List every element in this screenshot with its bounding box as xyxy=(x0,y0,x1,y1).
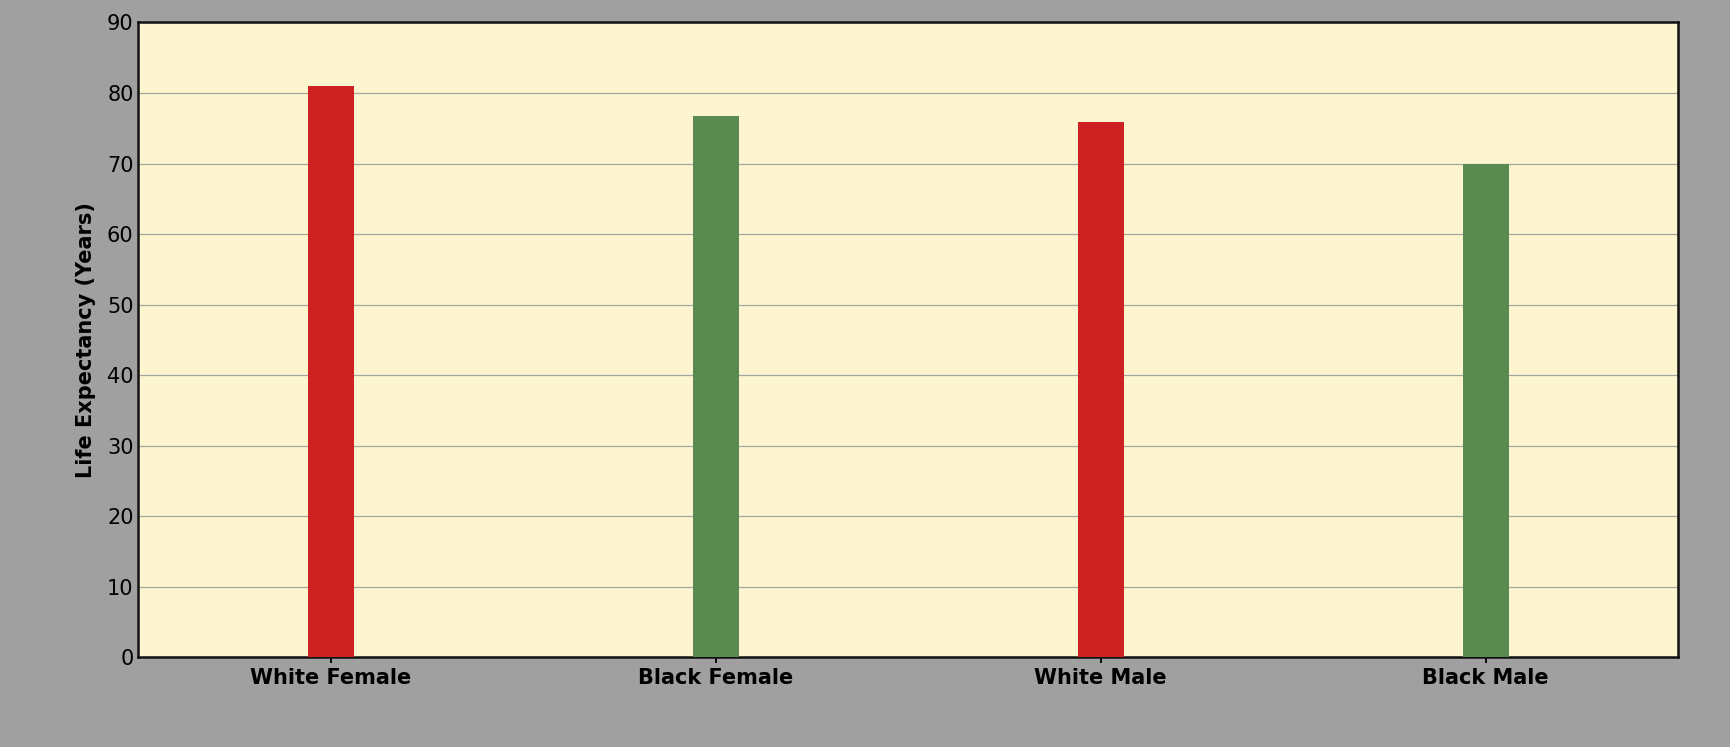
Bar xyxy=(1462,164,1509,657)
Bar xyxy=(692,116,739,657)
Bar xyxy=(1078,122,1124,657)
Y-axis label: Life Expectancy (Years): Life Expectancy (Years) xyxy=(76,202,95,478)
Bar xyxy=(308,86,355,657)
